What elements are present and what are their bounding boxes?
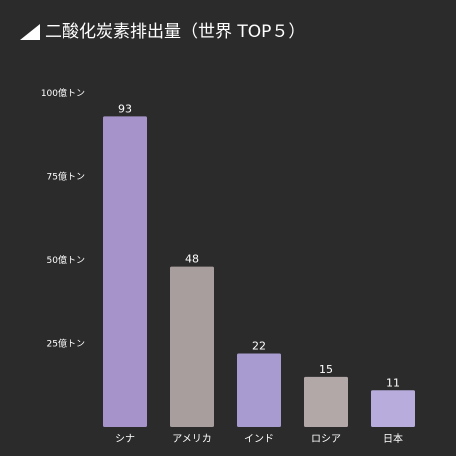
x-category-label: 日本 xyxy=(383,432,403,445)
x-category-label: ロシア xyxy=(311,434,341,445)
y-tick-label: 75億トン xyxy=(47,171,85,183)
bar-value-label: 48 xyxy=(185,253,199,266)
x-category-label: シナ xyxy=(115,433,135,445)
bar xyxy=(304,376,348,427)
bar xyxy=(371,390,415,427)
bar-value-label: 15 xyxy=(319,363,333,376)
bar-value-label: 22 xyxy=(252,340,266,353)
bar-value-label: 93 xyxy=(118,102,132,115)
bar-value-label: 11 xyxy=(386,376,400,389)
chart-title: 二酸化炭素排出量（世界 TOP５） xyxy=(45,22,306,42)
y-tick-label: 25億トン xyxy=(47,338,85,350)
title-bar: 二酸化炭素排出量（世界 TOP５） xyxy=(20,20,305,44)
x-category-label: インド xyxy=(244,434,274,445)
bar xyxy=(103,116,147,427)
triangle-corner-icon xyxy=(20,24,40,40)
bar xyxy=(170,266,214,427)
y-tick-label: 100億トン xyxy=(41,87,85,99)
x-category-label: アメリカ xyxy=(172,433,212,445)
y-tick-label: 50億トン xyxy=(47,254,85,266)
bar xyxy=(237,353,281,427)
